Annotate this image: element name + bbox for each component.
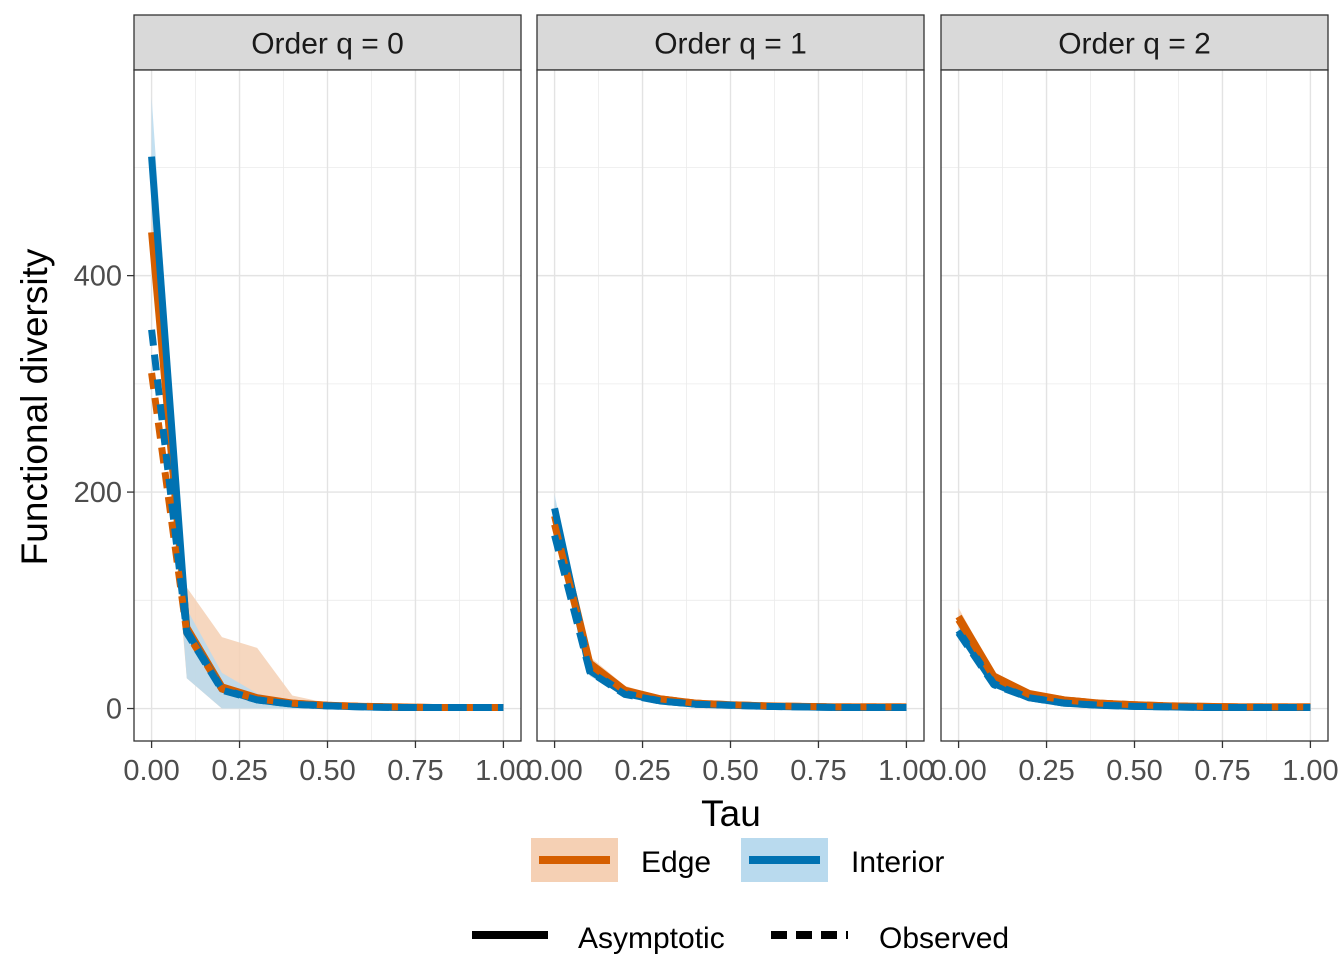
x-tick-label: 0.75 [790,755,846,787]
confidence-band-interior [151,97,504,709]
y-axis-ticks: 0 200 400 [74,261,134,726]
chart-marks [955,607,1311,711]
x-tick-label: 0.00 [123,755,179,787]
x-tick-label: 0.00 [930,755,986,787]
facet-title: Order q = 0 [251,28,404,61]
x-tick-label: 0.25 [614,755,670,787]
facet-strip [940,14,1329,71]
y-tick-label: 400 [74,261,122,293]
facet-panel: Order q = 1 0.00 0.25 0.50 0.75 1.00 [526,14,935,787]
facet-title: Order q = 1 [654,28,807,61]
legend-label-observed: Observed [879,922,1009,955]
facet-panel: Order q = 2 0.00 0.25 0.50 0.75 1.00 [930,14,1339,787]
legend-label-interior: Interior [851,846,944,879]
x-tick-label: 0.25 [211,755,267,787]
x-tick-label: 0.50 [702,755,758,787]
x-tick-label: 0.50 [299,755,355,787]
x-tick-label: 1.00 [1282,755,1338,787]
series-line-interior-observed [955,630,1311,711]
facet-panel: Order q = 0 0.00 0.25 0.50 0.75 1.00 [123,14,532,787]
facet-strip [133,14,522,71]
legend: Edge Interior Asymptotic Observed [472,838,1009,955]
legend-label-asymptotic: Asymptotic [578,922,725,955]
x-tick-label: 0.50 [1106,755,1162,787]
x-tick-label: 0.25 [1018,755,1074,787]
x-tick-label: 0.00 [526,755,582,787]
series-line-interior-observed [551,534,907,711]
legend-label-edge: Edge [641,846,711,879]
series-line-interior-observed [148,329,504,711]
facet-strip [536,14,925,71]
x-tick-label: 1.00 [475,755,531,787]
x-tick-label: 0.75 [1194,755,1250,787]
y-tick-label: 0 [106,694,122,726]
x-axis-title: Tau [701,793,761,834]
y-tick-label: 200 [74,477,122,509]
x-tick-label: 0.75 [387,755,443,787]
facet-title: Order q = 2 [1058,28,1211,61]
grid-lines [537,70,924,741]
grid-lines [134,70,521,741]
x-tick-label: 1.00 [878,755,934,787]
chart-marks [551,494,907,711]
chart-marks [148,97,504,711]
y-axis-title: Functional diversity [14,248,55,565]
